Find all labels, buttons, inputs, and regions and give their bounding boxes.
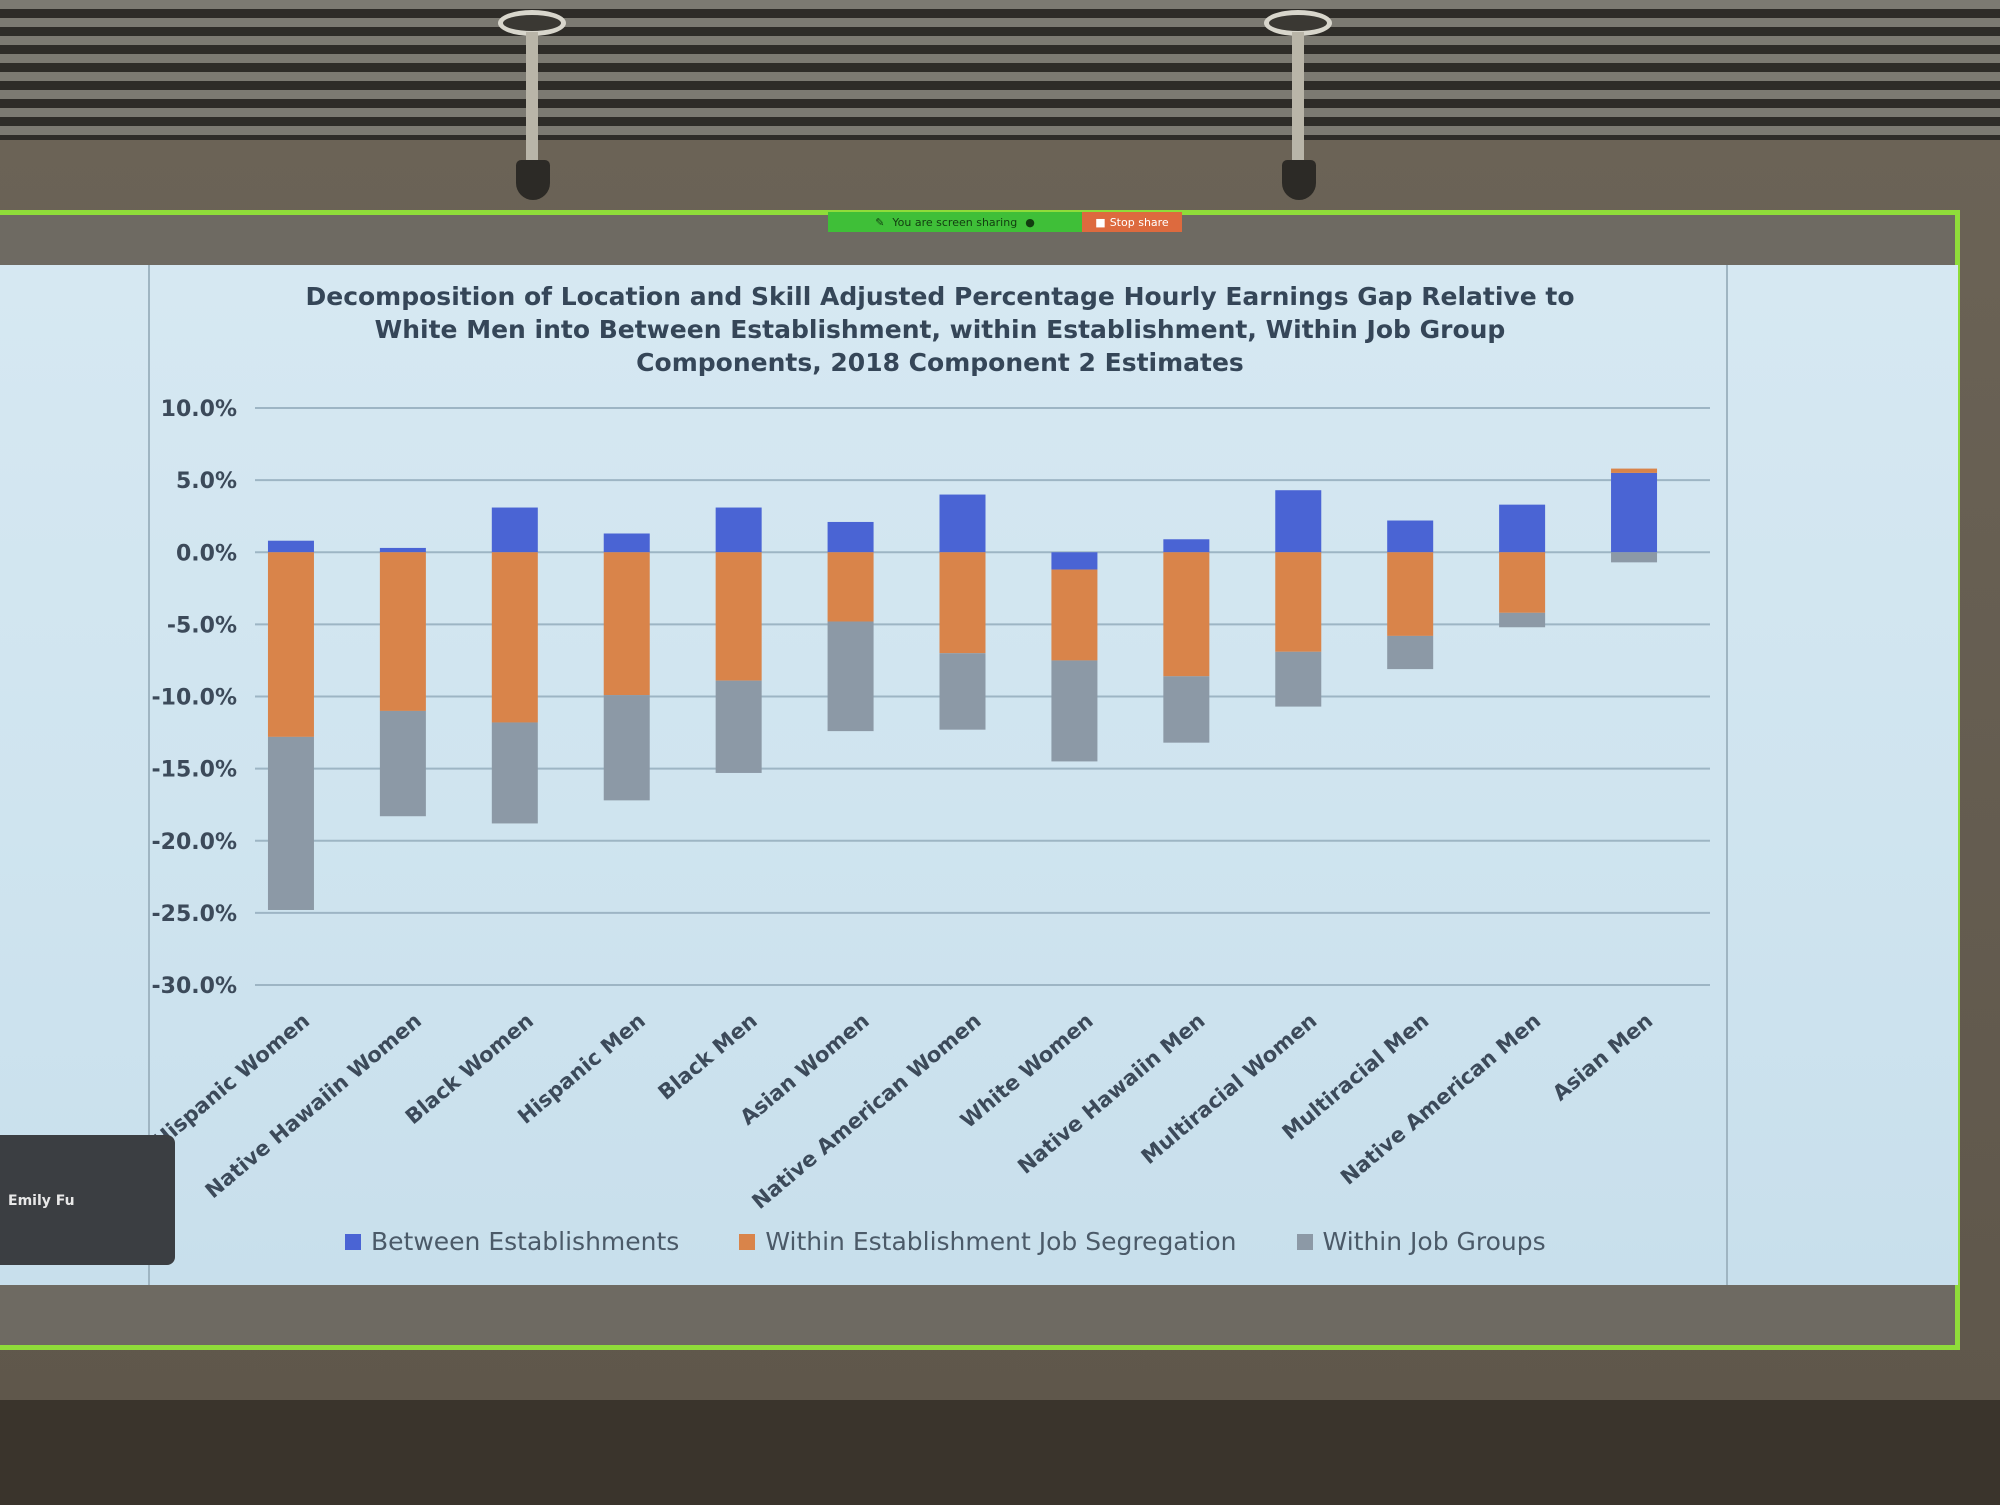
bar-within-segregation <box>379 552 426 711</box>
legend-swatch-within-job <box>1296 1233 1313 1250</box>
bar-within-job-groups <box>1163 676 1210 743</box>
bar-within-job-groups <box>715 680 762 773</box>
bar-within-job-groups <box>267 736 314 910</box>
bar-between-establishments <box>1163 539 1210 553</box>
bar-within-job-groups <box>1611 552 1658 563</box>
y-tick-label: -20.0% <box>152 830 237 855</box>
bar-between-establishments <box>379 547 426 553</box>
presentation-slide: Decomposition of Location and Skill Adju… <box>0 265 1958 1285</box>
x-category-label: Black Men <box>654 1008 762 1104</box>
participant-name: Emily Fu <box>8 1193 75 1209</box>
legend-label-within-segregation: Within Establishment Job Segregation <box>765 1227 1237 1256</box>
x-category-label: Asian Men <box>1548 1008 1657 1105</box>
bar-within-segregation <box>827 552 874 622</box>
bar-between-establishments <box>939 494 986 553</box>
ceiling-light-fixture-right <box>1264 10 1334 210</box>
y-tick-label: -10.0% <box>152 686 237 711</box>
legend-item-within-segregation: Within Establishment Job Segregation <box>739 1227 1237 1256</box>
ceiling <box>0 0 2000 140</box>
bar-within-job-groups <box>1387 635 1434 670</box>
light-shade <box>1282 160 1316 200</box>
y-tick-label: -5.0% <box>167 613 237 638</box>
bar-within-job-groups <box>603 695 650 801</box>
legend-swatch-within-segregation <box>739 1233 756 1250</box>
bar-within-segregation <box>1499 552 1546 613</box>
stop-square-icon: ■ <box>1095 215 1106 229</box>
bar-between-establishments <box>715 507 762 553</box>
bar-between-establishments <box>827 521 874 553</box>
bar-between-establishments <box>1611 472 1658 553</box>
bar-within-segregation <box>939 552 986 654</box>
y-tick-label: 0.0% <box>176 541 237 566</box>
bar-within-job-groups <box>491 722 538 824</box>
stop-share-label: Stop share <box>1109 215 1169 229</box>
bar-within-segregation <box>1163 552 1210 677</box>
bar-between-establishments <box>267 540 314 553</box>
bar-within-segregation <box>1387 552 1434 636</box>
chart-legend: Between Establishments Within Establishm… <box>345 1227 1546 1256</box>
bar-within-job-groups <box>379 710 426 817</box>
stop-share-button[interactable]: ■ Stop share <box>1082 212 1182 232</box>
screen-sharing-status[interactable]: ✎ You are screen sharing ● <box>828 212 1082 232</box>
stacked-bar-chart: 10.0% 5.0% 0.0% -5.0% -10.0% -15.0% -20.0% -25.… <box>148 397 1710 1214</box>
bar-within-segregation <box>267 552 314 737</box>
screen-share-bar: ✎ You are screen sharing ● ■ Stop share <box>828 212 1182 232</box>
bar-between-establishments <box>603 533 650 553</box>
y-tick-label: -25.0% <box>152 902 237 927</box>
share-pencil-icon: ✎ <box>875 215 885 229</box>
bar-between-establishments <box>1275 490 1322 553</box>
shield-check-icon: ● <box>1025 215 1035 229</box>
legend-item-between: Between Establishments <box>345 1227 679 1256</box>
legend-swatch-between <box>345 1233 361 1250</box>
bar-within-segregation <box>1051 569 1098 661</box>
bar-between-establishments <box>1051 552 1098 570</box>
bar-within-segregation <box>1275 552 1322 652</box>
y-tick-label: 10.0% <box>161 397 237 422</box>
bar-between-establishments <box>491 507 538 553</box>
x-category-label: Native Hawaiin Women <box>201 1008 426 1203</box>
x-category-label: Native American Women <box>747 1008 985 1213</box>
ceiling-light-fixture-left <box>498 10 568 210</box>
bar-between-establishments <box>1387 520 1434 553</box>
bar-between-establishments <box>1499 504 1546 553</box>
screen-sharing-label: You are screen sharing <box>892 215 1018 229</box>
bar-within-segregation <box>1611 468 1658 473</box>
x-category-label: Native Hawaiin Men <box>1013 1008 1209 1178</box>
chart-title-line: White Men into Between Establishment, wi… <box>374 315 1506 344</box>
light-stem <box>1292 32 1304 172</box>
legend-label-between: Between Establishments <box>371 1227 680 1256</box>
y-tick-label: -30.0% <box>152 974 237 999</box>
legend-label-within-job: Within Job Groups <box>1322 1227 1546 1256</box>
y-tick-label: -15.0% <box>152 758 237 783</box>
light-stem <box>526 32 538 172</box>
y-tick-label: 5.0% <box>176 469 237 494</box>
light-shade <box>516 160 550 200</box>
bar-within-job-groups <box>1051 660 1098 762</box>
chart-title: Decomposition of Location and Skill Adju… <box>300 280 1580 379</box>
chart-title-line: Decomposition of Location and Skill Adju… <box>305 282 1575 311</box>
x-category-label: Native American Men <box>1336 1008 1545 1189</box>
bar-within-segregation <box>715 552 762 681</box>
bar-within-job-groups <box>939 653 986 730</box>
bar-within-job-groups <box>1275 651 1322 707</box>
bar-within-segregation <box>491 552 538 723</box>
bar-within-job-groups <box>1499 612 1546 628</box>
slide-content-frame <box>148 265 1728 1285</box>
bar-within-segregation <box>603 552 650 696</box>
legend-item-within-job: Within Job Groups <box>1296 1227 1546 1256</box>
floor <box>0 1400 2000 1505</box>
chart-title-line: Components, 2018 Component 2 Estimates <box>636 348 1244 377</box>
participant-video-tile[interactable]: Emily Fu <box>0 1135 175 1265</box>
bar-within-job-groups <box>827 621 874 732</box>
